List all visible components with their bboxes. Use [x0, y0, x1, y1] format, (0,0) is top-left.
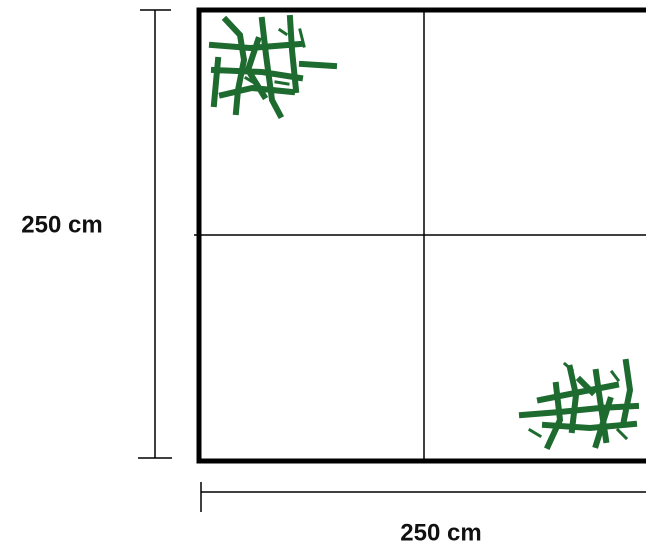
background	[0, 0, 646, 549]
diagram: 250 cm 250 cm	[0, 0, 646, 549]
height-label: 250 cm	[21, 211, 102, 238]
page: 250 cm 250 cm (() => { const data = JSON…	[0, 0, 646, 549]
width-label: 250 cm	[400, 519, 481, 546]
